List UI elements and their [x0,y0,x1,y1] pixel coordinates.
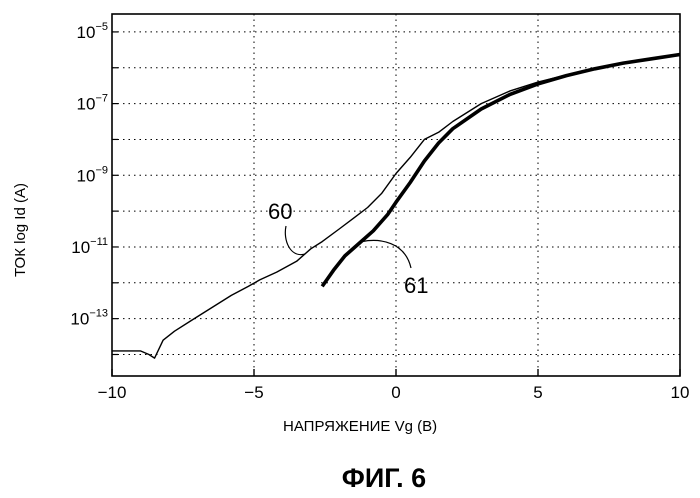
y-axis-label: ТОК log Id (A) [12,183,29,277]
x-tick-label: 10 [671,383,690,402]
series-60-leader [285,226,305,255]
y-tick-exponent: −9 [95,164,108,176]
y-tick-label: 10−11 [71,236,108,257]
y-tick-exponent: −11 [90,236,108,248]
x-tick-label: −5 [244,383,263,402]
series-61-line [322,55,680,287]
y-tick-exponent: −5 [95,21,108,33]
y-tick-base: 10 [77,166,96,185]
x-axis-label: НАПРЯЖЕНИЕ Vg (В) [283,418,437,435]
y-tick-exponent: −7 [95,93,108,105]
y-tick-label: 10−7 [77,93,108,114]
x-tick-label: −10 [98,383,127,402]
y-tick-base: 10 [77,23,96,42]
y-tick-label: 10−9 [77,164,108,185]
x-tick-label: 5 [533,383,542,402]
y-tick-labels: 10−510−710−910−1110−13 [70,21,108,329]
y-tick-base: 10 [77,95,96,114]
x-tick-label: 0 [391,383,400,402]
y-tick-base: 10 [70,310,89,329]
series-60-label: 60 [268,199,292,224]
y-tick-base: 10 [71,238,90,257]
figure-caption: ФИГ. 6 [342,463,426,493]
y-tick-label: 10−5 [77,21,108,42]
series-61-label: 61 [404,273,428,298]
x-tick-labels: −10 −5 0 5 10 [98,383,690,402]
series-lines [112,54,680,358]
y-tick-exponent: −13 [89,308,108,320]
series-61-leader [362,240,411,268]
y-tick-label: 10−13 [70,308,108,329]
